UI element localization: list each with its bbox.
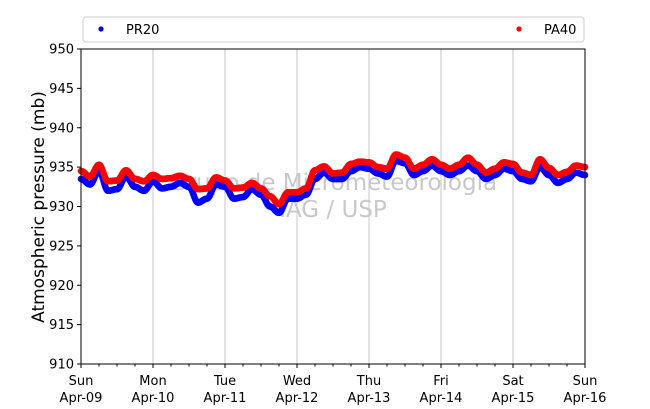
x-tick-label-date: Apr-11	[204, 391, 247, 406]
y-tick-label: 915	[49, 318, 74, 333]
y-axis-label: Atmospheric pressure (mb)	[29, 91, 49, 323]
x-tick-label-date: Apr-13	[348, 391, 391, 406]
x-axis: Sun Apr-09 Mon Apr-10 Tue Apr-11 Wed Apr-12 Thu A…	[60, 364, 607, 406]
y-tick-label: 930	[49, 200, 74, 215]
x-tick-label-date: Apr-10	[132, 391, 175, 406]
series-pr20	[77, 157, 589, 217]
x-tick-label-day: Thu	[356, 374, 381, 389]
legend-label-pa40: PA40	[544, 23, 576, 38]
x-tick-label-day: Sat	[502, 374, 523, 389]
y-tick-label: 940	[49, 121, 74, 136]
legend-box	[82, 16, 585, 43]
x-tick-label-day: Tue	[213, 374, 236, 389]
series-layer	[77, 151, 589, 217]
y-tick-label: 935	[49, 161, 74, 176]
x-tick-label-day: Fri	[433, 374, 449, 389]
y-tick-label: 910	[49, 358, 74, 373]
y-axis: 910 915 920 925 930 935 940 945 950	[49, 43, 81, 373]
legend-marker-pr20	[98, 26, 104, 32]
x-tick-label-day: Sun	[573, 374, 598, 389]
x-tick-label-date: Apr-14	[420, 391, 463, 406]
x-tick-label-date: Apr-09	[60, 391, 103, 406]
y-tick-label: 920	[49, 279, 74, 294]
y-tick-label: 925	[49, 239, 74, 254]
x-tick-label-date: Apr-15	[492, 391, 535, 406]
x-tick-label-day: Wed	[283, 374, 311, 389]
y-tick-label: 945	[49, 82, 74, 97]
series-pa40	[77, 151, 589, 208]
y-tick-label: 950	[49, 43, 74, 58]
data-point	[581, 171, 588, 179]
x-tick-label-date: Apr-12	[276, 391, 319, 406]
legend: PR20 PA40	[82, 16, 585, 43]
legend-label-pr20: PR20	[126, 23, 159, 38]
grid-lines	[152, 49, 514, 364]
legend-marker-pa40	[516, 26, 522, 32]
x-tick-label-day: Sun	[69, 374, 94, 389]
data-point	[581, 163, 588, 171]
x-tick-label-date: Apr-16	[564, 391, 607, 406]
x-tick-label-day: Mon	[139, 374, 166, 389]
